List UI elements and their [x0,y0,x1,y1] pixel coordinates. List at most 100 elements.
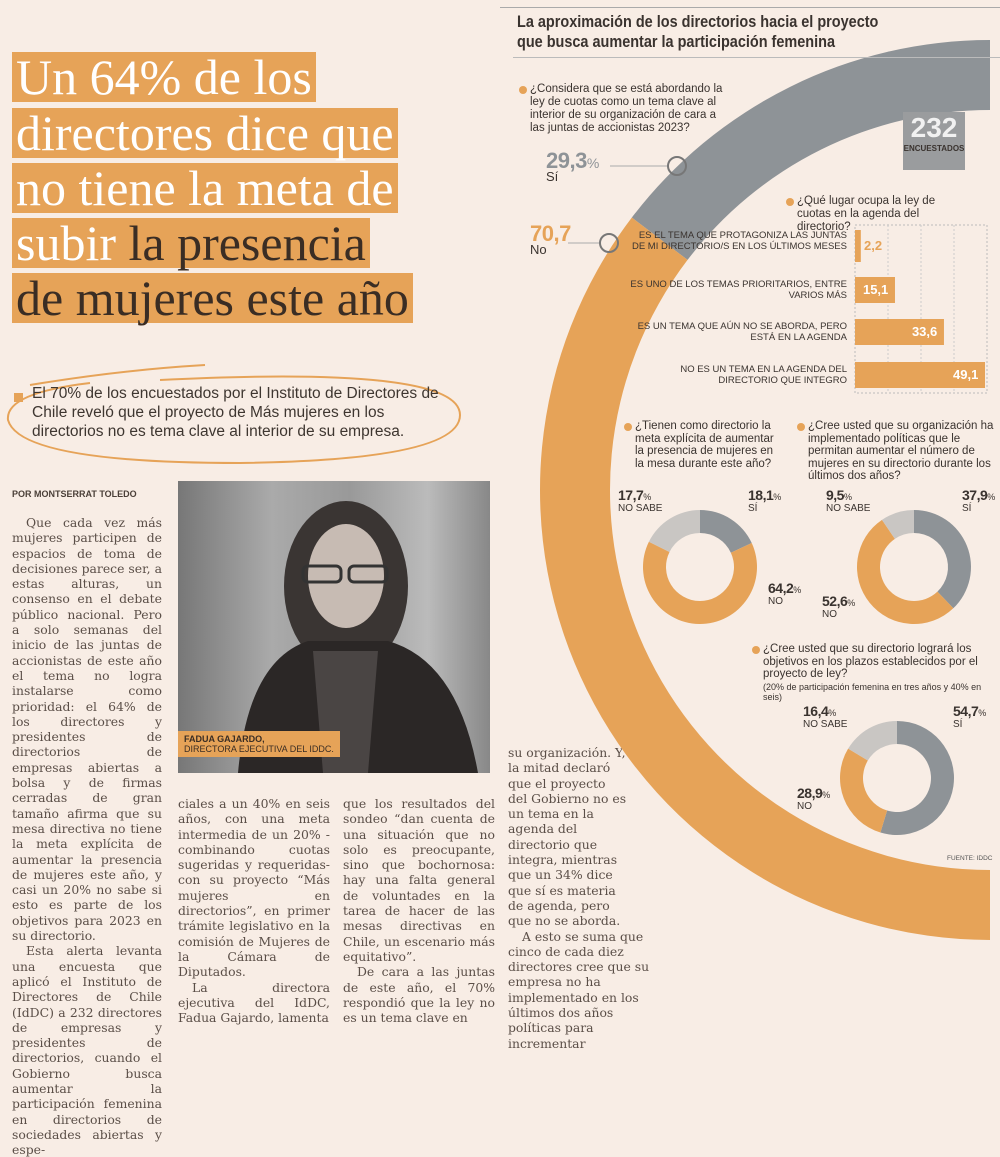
headline-line-3: no tiene la meta de [12,163,398,213]
donut-segment-1 [856,519,954,624]
pct: % [586,155,600,171]
value: 29,3 [546,148,587,173]
bar-value: 15,1 [862,282,889,297]
question-5-block: ¿Cree usted que su directorio logrará lo… [752,643,999,702]
headline-line-4: subir la presencia [12,218,370,268]
byline: POR MONTSERRAT TOLEDO [12,489,137,499]
question-2: ¿Qué lugar ocupa la ley de cuotas en la … [786,195,967,234]
donut-label: 16,4% NO SABE [803,703,848,730]
donut-label: 37,9% SÍ [962,487,996,514]
pct: % [643,492,652,502]
label: NO [822,609,837,620]
paragraph: Que cada vez más mujeres participen de e… [12,515,162,944]
donut-segment-0 [914,510,972,609]
title-line-2: que busca aumentar la participación feme… [517,32,835,51]
value: 16,4 [803,703,829,719]
value: 52,6 [822,593,848,609]
label: NO [768,596,783,607]
paragraph: que los resultados del sondeo “dan cuent… [343,796,495,964]
top-rule [500,7,1000,8]
headline-text: subir [16,215,129,271]
pct: % [843,492,852,502]
title-line-1: La aproximación de los directorios hacia… [517,12,879,31]
headline-line-1: Un 64% de los [12,52,316,102]
label: NO SABE [618,503,663,514]
question-1: ¿Considera que se está abordando la ley … [519,83,730,135]
label: Sí [546,169,559,184]
marker-no [599,233,619,253]
donut-label: 17,7% NO SABE [618,487,663,514]
ring-segment-no [539,217,990,941]
bar [855,319,944,345]
donut-segment-1 [839,748,888,833]
pct: % [987,492,996,502]
pct: % [773,492,782,502]
pct: % [978,708,987,718]
bar [855,362,985,388]
headline-line-5: de mujeres este año [12,273,413,323]
value: 17,7 [618,487,644,503]
caption-role: DIRECTORA EJECUTIVA DEL IDDC. [184,744,334,754]
donut-segment-1 [643,541,758,624]
label: SÍ [953,719,963,730]
donut-segment-0 [700,510,752,553]
total-label: ENCUESTADOS [903,144,965,153]
infographic-title: La aproximación de los directorios hacia… [517,12,878,52]
bar-category: ES UNO DE LOS TEMAS PRIORITARIOS, ENTRE … [630,279,847,301]
paragraph: ciales a un 40% en seis años, con una me… [178,796,330,980]
label: NO [797,801,812,812]
label: NO SABE [826,503,871,514]
photo-fadua-gajardo: FADUA GAJARDO, DIRECTORA EJECUTIVA DEL ID… [178,481,490,773]
total-badge: 232 ENCUESTADOS [903,112,965,170]
ring-segment-sí [631,40,990,260]
q1-yes-label: 29,3% Sí [546,150,600,184]
bar [855,230,861,262]
bar [855,277,895,303]
photo-caption: FADUA GAJARDO, DIRECTORA EJECUTIVA DEL ID… [178,731,340,757]
bar-category: ES UN TEMA QUE AÚN NO SE ABORDA, PERO ES… [637,321,847,343]
headline-text-dark: la presencia [128,215,366,271]
donut-segment-0 [880,721,954,835]
donut-label: 54,7% SÍ [953,703,987,730]
q1-no-label: 70,7 No [530,223,571,257]
pct: % [847,598,856,608]
bar-category: NO ES UN TEMA EN LA AGENDA DEL DIRECTORI… [680,364,847,386]
lead-bullet-icon [14,393,23,402]
donut-label: 64,2% NO [768,580,802,607]
value: 28,9 [797,785,823,801]
donut-segment-2 [648,510,700,552]
question-5-subtitle: (20% de participación femenina en tres a… [763,681,982,702]
donut-segment-2 [881,510,914,539]
question-3: ¿Tienen como directorio la meta explícit… [624,420,785,470]
pct: % [828,708,837,718]
total-value: 232 [910,112,958,143]
source: FUENTE: IDDC [947,855,993,862]
value: 9,5 [826,487,844,503]
paragraph: su organización. Y, la mitad declaró que… [508,745,627,929]
bar-value: 33,6 [911,324,938,339]
pct: % [822,790,831,800]
donut-label: 9,5% NO SABE [826,487,871,514]
bar-value: 49,1 [953,367,979,382]
donut-label: 18,1% SÍ [748,488,782,514]
bar-category: ES EL TEMA QUE PROTAGONIZA LAS JUNTAS DE… [631,230,847,252]
pct: % [793,585,802,595]
value: 70,7 [530,221,571,246]
question-4: ¿Cree usted que su organización ha imple… [797,420,998,483]
label: NO SABE [803,719,848,730]
headline-line-2: directores dice que [12,108,398,158]
infographic-charts [539,40,990,941]
donut-label: 28,9% NO [797,785,831,812]
value: 64,2 [768,580,794,596]
caption-name: FADUA GAJARDO, [184,734,265,744]
value: 37,9 [962,487,988,503]
title-rule [513,57,1000,58]
label: SÍ [962,503,972,514]
question-5: ¿Cree usted que su directorio logrará lo… [752,643,999,681]
lead-ellipse [6,364,462,465]
bar-value: 2,2 [864,238,883,253]
lead-text: El 70% de los encuestados por el Institu… [32,385,439,440]
marker-yes [667,156,687,176]
label: SÍ [748,503,758,514]
value: 54,7 [953,703,979,719]
